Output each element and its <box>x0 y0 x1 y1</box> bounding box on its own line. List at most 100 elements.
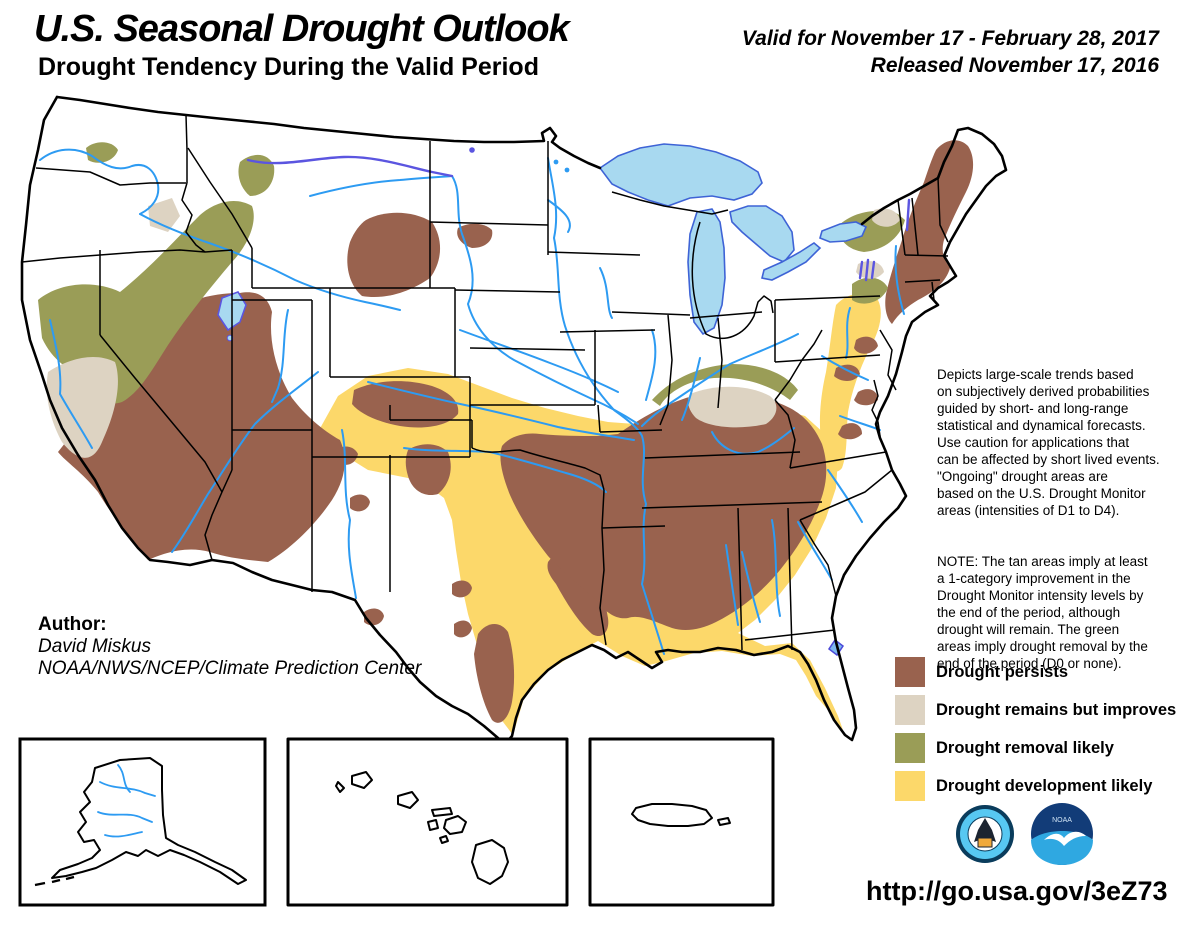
alabama-river <box>741 551 761 623</box>
noaa-logo: NOAA <box>1031 803 1093 865</box>
drought-improves-oregon <box>148 198 180 232</box>
doc-seal-logo <box>956 805 1014 863</box>
alaska-inset <box>18 737 267 907</box>
note-paragraph: NOTE: The tan areas imply at least a 1-c… <box>937 554 1148 671</box>
legend-item-persists: Drought persists <box>895 657 1176 687</box>
drought-persists-colorado-kansas <box>352 381 459 428</box>
lake-erie <box>761 242 822 281</box>
lake-superior <box>598 143 763 207</box>
ohio-river <box>641 333 799 427</box>
doc-eagle <box>974 818 996 842</box>
author-label: Author: <box>38 614 107 635</box>
page-subtitle: Drought Tendency During the Valid Period <box>38 53 539 81</box>
drought-persists-montana-wyoming <box>347 212 441 298</box>
noaa-gull <box>1044 831 1086 846</box>
alaska-outline <box>51 757 247 885</box>
description-paragraph: Depicts large-scale trends based on subj… <box>937 367 1160 518</box>
mississippi-river <box>547 157 665 655</box>
drought-persists-pennsylvania <box>854 336 878 354</box>
molokai <box>431 807 453 817</box>
devils-lake <box>469 147 475 153</box>
illinois-river <box>645 329 657 401</box>
shortlink-url: http://go.usa.gov/3eZ73 <box>866 876 1168 906</box>
validity-block: Valid for November 17 - February 28, 201… <box>742 25 1159 79</box>
platte-river <box>459 329 619 393</box>
great-lakes <box>598 143 868 336</box>
drought-removal-north-idaho <box>86 142 118 163</box>
minnesota-lake-2 <box>564 167 570 173</box>
maui <box>443 815 467 835</box>
green-river <box>271 309 289 403</box>
author-block: Author: David Miskus NOAA/NWS/NCEP/Clima… <box>38 614 421 680</box>
page-title: U.S. Seasonal Drought Outlook <box>34 8 570 50</box>
author-org: NOAA/NWS/NCEP/Climate Prediction Center <box>38 658 422 679</box>
national-outline <box>20 95 1008 746</box>
big-island <box>471 839 509 885</box>
minnesota-lake-1 <box>553 159 559 165</box>
legend-swatch-improves <box>895 695 925 725</box>
doc-shield <box>977 837 993 848</box>
legend-label-persists: Drought persists <box>936 662 1069 681</box>
noaa-wave <box>1031 831 1093 865</box>
drought-persists-south-dakota <box>457 223 493 248</box>
drought-persists-virginia-1 <box>854 389 878 406</box>
small-lakes <box>217 147 845 657</box>
kahoolawe <box>439 835 449 844</box>
wisconsin-river <box>599 267 613 319</box>
alaska-rivers <box>97 764 156 838</box>
lanai <box>427 819 439 831</box>
drought-persists-new-mexico-1 <box>336 446 358 465</box>
puerto-rico-inset <box>588 737 775 907</box>
lake-michigan <box>687 208 726 336</box>
susquehanna-river <box>845 307 851 359</box>
savannah-river <box>797 521 833 581</box>
tombigbee-river <box>725 544 739 626</box>
valid-period-text: Valid for November 17 - February 28, 201… <box>741 27 1159 50</box>
noaa-logo-text: NOAA <box>1052 817 1072 824</box>
lake-huron <box>729 205 795 263</box>
finger-lake-3 <box>870 260 876 280</box>
legend-swatch-removal <box>895 733 925 763</box>
oahu <box>397 791 419 809</box>
drought-persists-texas-coast <box>474 623 515 723</box>
drought-persists-southeast <box>500 392 827 630</box>
red-river <box>403 447 607 493</box>
chattahoochee-river <box>771 519 781 617</box>
canada-border-west <box>55 95 602 170</box>
released-date-text: Released November 17, 2016 <box>870 54 1159 77</box>
drought-persists-texas-panhandle <box>405 444 451 496</box>
legend-label-development: Drought development likely <box>936 776 1153 795</box>
kauai <box>351 771 373 789</box>
legend-label-improves: Drought remains but improves <box>936 700 1177 719</box>
puerto-rico-inset-frame <box>588 737 775 907</box>
drought-persists-new-england <box>885 140 974 324</box>
hudson-river <box>894 245 905 315</box>
author-name: David Miskus <box>38 636 151 657</box>
drought-persists-west-texas-2 <box>452 580 472 598</box>
legend-item-improves: Drought remains but improves <box>895 695 1176 725</box>
map-legend: Drought persists Drought remains but imp… <box>895 657 1176 801</box>
finger-lake-1 <box>858 260 864 280</box>
legend-label-removal: Drought removal likely <box>936 738 1114 757</box>
legend-item-development: Drought development likely <box>895 771 1176 801</box>
wabash-river <box>681 357 701 421</box>
colorado-river <box>171 371 319 553</box>
drought-improves-new-york-2 <box>856 261 884 279</box>
drought-development-midatlantic-band <box>819 293 881 472</box>
missouri-river-upper <box>246 155 454 178</box>
drought-improves-kentucky <box>688 386 777 428</box>
vieques <box>717 817 731 826</box>
yellowstone-river <box>309 175 453 197</box>
forecast-description: Depicts large-scale trends based on subj… <box>937 349 1193 689</box>
drought-persists-west-texas-3 <box>454 620 472 638</box>
lake-champlain <box>905 198 911 232</box>
rio-grande-upper <box>341 429 357 599</box>
drought-persists-maryland <box>834 364 860 381</box>
sacramento-river <box>49 319 93 449</box>
legend-swatch-persists <box>895 657 925 687</box>
legend-item-removal: Drought removal likely <box>895 733 1176 763</box>
drought-persists-new-mexico-2 <box>350 494 370 512</box>
lake-ontario <box>819 221 868 243</box>
